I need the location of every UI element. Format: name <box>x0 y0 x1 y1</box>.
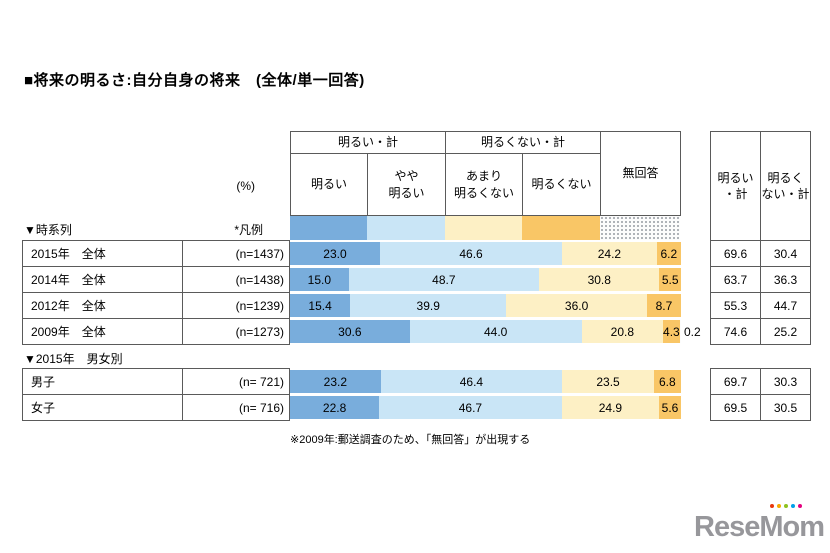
bar-segment-2: 36.0 <box>506 294 647 317</box>
resemom-logo: ReseMom <box>694 504 825 550</box>
summary-value: 55.3 <box>710 292 761 319</box>
bar-segment-0: 15.4 <box>290 294 351 317</box>
bar-segment-1: 48.7 <box>348 268 540 291</box>
page-title: ■将来の明るさ:自分自身の将来 (全体/単一回答) <box>24 72 365 89</box>
bar-segment-1: 39.9 <box>350 294 507 317</box>
logo-dot <box>791 504 795 508</box>
bar-value-outside: 0.2 <box>684 324 701 339</box>
stacked-bar: 23.0 46.6 24.2 6.2 <box>290 242 681 265</box>
summary-value: 69.6 <box>710 240 761 267</box>
summary-header-not-bright-total: 明るく ない・計 <box>760 131 811 241</box>
bar-segment-1: 46.7 <box>379 396 562 419</box>
stacked-bar: 15.4 39.9 36.0 8.7 <box>290 294 681 317</box>
bar-segment-2: 30.8 <box>539 268 660 291</box>
row-n-count: (n=1273) <box>182 319 289 344</box>
col-header-somewhat-bright: やや 明るい <box>367 153 446 216</box>
bar-segment-0: 23.2 <box>290 370 381 393</box>
bar-segment-0: 15.0 <box>290 268 349 291</box>
legend-swatch-somewhat-bright <box>367 216 445 240</box>
stacked-bar: 23.2 46.4 23.5 6.8 <box>290 370 681 393</box>
unit-label: (%) <box>236 179 255 193</box>
bar-segment-0: 30.6 <box>290 320 410 343</box>
summary-value: 63.7 <box>710 266 761 293</box>
row-label-box: 2009年 全体 (n=1273) <box>22 318 290 345</box>
logo-dot <box>784 504 788 508</box>
row-n-count: (n=1437) <box>182 241 289 266</box>
bar-segment-1: 46.4 <box>380 370 563 393</box>
stacked-bar: 15.0 48.7 30.8 5.5 <box>290 268 681 291</box>
bar-segment-2: 24.9 <box>561 396 660 419</box>
bar-segment-1: 44.0 <box>409 320 582 343</box>
legend-note: *凡例 <box>234 223 263 237</box>
summary-value: 30.3 <box>760 368 811 395</box>
bar-segment-3: 5.5 <box>659 268 681 291</box>
col-header-bright: 明るい <box>290 153 368 216</box>
section-label-gender: ▼2015年 男女別 <box>24 352 123 366</box>
summary-value: 25.2 <box>760 318 811 345</box>
row-label-box: 女子 (n= 716) <box>22 394 290 421</box>
bar-segment-2: 20.8 <box>581 320 663 343</box>
col-header-not-very-bright: あまり 明るくない <box>445 153 523 216</box>
row-label-box: 2015年 全体 (n=1437) <box>22 240 290 267</box>
row-n-count: (n=1438) <box>182 267 289 292</box>
row-label: 2014年 全体 <box>31 273 106 287</box>
bar-segment-0: 22.8 <box>290 396 380 419</box>
row-label-box: 2012年 全体 (n=1239) <box>22 292 290 319</box>
logo-dot <box>798 504 802 508</box>
bar-segment-3: 6.2 <box>656 242 681 265</box>
bar-segment-0: 23.0 <box>290 242 380 265</box>
legend-swatch-not-very-bright <box>445 216 522 240</box>
group-header-bright-total: 明るい・計 <box>290 131 446 154</box>
row-label: 男子 <box>31 375 56 389</box>
logo-dot <box>777 504 781 508</box>
row-label: 女子 <box>31 401 56 415</box>
summary-value: 69.7 <box>710 368 761 395</box>
summary-value: 30.4 <box>760 240 811 267</box>
summary-value: 69.5 <box>710 394 761 421</box>
bar-segment-3: 6.8 <box>654 370 681 393</box>
summary-value: 36.3 <box>760 266 811 293</box>
summary-value: 44.7 <box>760 292 811 319</box>
bar-segment-3: 5.6 <box>659 396 681 419</box>
row-label-box: 2014年 全体 (n=1438) <box>22 266 290 293</box>
logo-dots-icon <box>770 504 802 508</box>
legend-swatch-bright <box>290 216 367 240</box>
col-header-not-bright: 明るくない <box>522 153 601 216</box>
col-header-no-answer: 無回答 <box>600 131 681 216</box>
bar-segment-3: 4.3 <box>662 320 680 343</box>
bar-segment-3: 8.7 <box>646 294 681 317</box>
row-label-box: 男子 (n= 721) <box>22 368 290 395</box>
stacked-bar: 30.6 44.0 20.8 4.3 <box>290 320 681 343</box>
bar-segment-4 <box>679 320 681 343</box>
logo-text: ReseMom <box>694 511 825 543</box>
summary-value: 74.6 <box>710 318 761 345</box>
row-label: 2015年 全体 <box>31 247 106 261</box>
row-label: 2012年 全体 <box>31 299 106 313</box>
row-n-count: (n= 716) <box>182 395 289 420</box>
legend-swatch-no-answer <box>600 216 680 240</box>
logo-dot <box>770 504 774 508</box>
stacked-bar: 22.8 46.7 24.9 5.6 <box>290 396 681 419</box>
bar-segment-2: 23.5 <box>562 370 654 393</box>
legend-swatch-not-bright <box>522 216 600 240</box>
row-n-count: (n= 721) <box>182 369 289 394</box>
section-label-timeseries: ▼時系列 <box>24 223 72 237</box>
bar-segment-2: 24.2 <box>562 242 657 265</box>
bar-segment-1: 46.6 <box>379 242 563 265</box>
summary-header-bright-total: 明るい ・計 <box>710 131 761 241</box>
group-header-not-bright-total: 明るくない・計 <box>445 131 601 154</box>
row-label: 2009年 全体 <box>31 325 106 339</box>
row-n-count: (n=1239) <box>182 293 289 318</box>
summary-value: 30.5 <box>760 394 811 421</box>
footnote: ※2009年:郵送調査のため、「無回答」が出現する <box>290 434 531 446</box>
